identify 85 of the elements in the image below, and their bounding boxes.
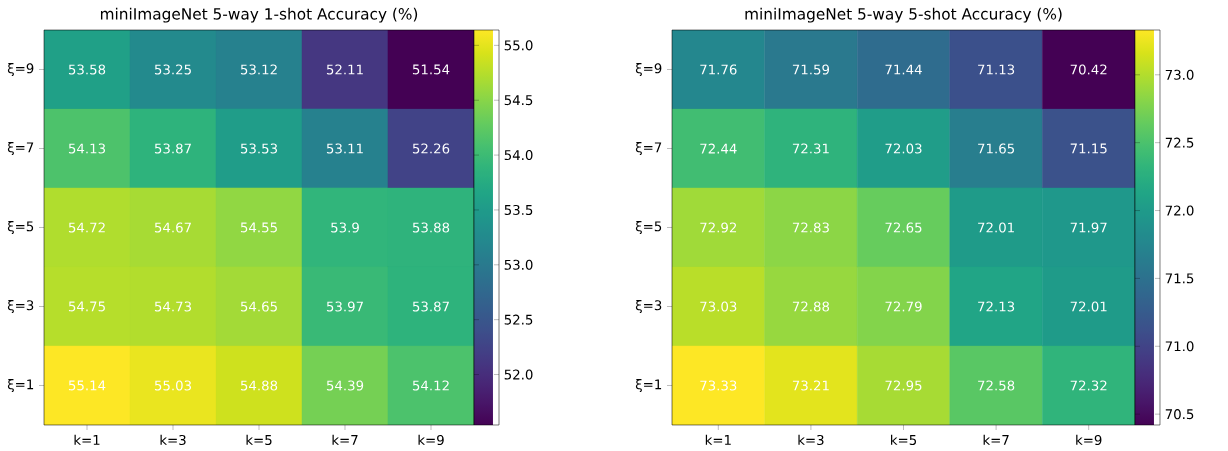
x-tick-label: k=5 <box>246 434 272 446</box>
data-label: 72.95 <box>885 380 922 391</box>
data-label: 53.53 <box>240 143 278 154</box>
data-label: 72.65 <box>885 222 922 233</box>
data-label: 53.9 <box>331 222 359 233</box>
data-label: 71.65 <box>978 143 1015 154</box>
color-bar-label: 52.0 <box>504 369 533 380</box>
y-tick-label: ξ=9 <box>7 63 34 76</box>
color-bar-label: 54.5 <box>504 95 533 106</box>
data-label: 54.12 <box>412 380 449 391</box>
y-tick-label: ξ=5 <box>7 221 34 234</box>
x-tick-label: k=7 <box>983 434 1009 445</box>
x-tick-label: k=7 <box>332 434 358 445</box>
color-bar-label: 72.5 <box>1165 137 1194 148</box>
color-bar-label: 54.0 <box>504 150 533 161</box>
x-tick-label: k=5 <box>891 434 917 446</box>
data-label: 72.31 <box>792 143 829 154</box>
data-label: 72.03 <box>885 143 922 154</box>
data-label: 70.42 <box>1070 64 1107 75</box>
data-label: 71.76 <box>700 64 737 75</box>
color-bar-label: 72.0 <box>1165 205 1194 216</box>
color-bar-label: 52.5 <box>504 314 533 325</box>
data-label: 54.65 <box>240 301 277 312</box>
y-tick-label: ξ=3 <box>7 300 34 313</box>
data-label: 72.32 <box>1070 380 1107 391</box>
data-label: 71.44 <box>885 64 922 75</box>
x-tick-label: k=9 <box>418 434 444 446</box>
data-label: 54.72 <box>68 222 105 233</box>
data-label: 51.54 <box>412 64 450 75</box>
data-label: 71.97 <box>1070 222 1107 233</box>
data-label: 53.87 <box>154 143 191 154</box>
x-tick-label: k=1 <box>705 434 731 445</box>
y-tick-label: ξ=3 <box>635 300 662 313</box>
y-tick-label: ξ=7 <box>635 142 662 155</box>
y-tick-label: ξ=9 <box>635 63 662 76</box>
data-label: 53.58 <box>68 64 106 75</box>
data-label: 53.11 <box>326 143 363 154</box>
x-tick-label: k=3 <box>160 434 186 446</box>
data-label: 72.01 <box>1070 301 1107 312</box>
chart-title: miniImageNet 5-way 1-shot Accuracy (%) <box>100 7 418 23</box>
color-bar-label: 71.0 <box>1165 341 1194 352</box>
data-label: 72.88 <box>792 301 830 312</box>
color-bar-label: 73.0 <box>1165 69 1194 80</box>
data-label: 52.26 <box>412 143 450 154</box>
data-label: 52.11 <box>326 64 363 75</box>
data-label: 54.73 <box>154 301 192 312</box>
data-label: 53.97 <box>326 301 363 312</box>
y-tick-label: ξ=7 <box>7 142 34 155</box>
x-tick-label: k=3 <box>798 434 824 446</box>
data-label: 53.12 <box>240 64 277 75</box>
data-label: 72.44 <box>700 143 737 154</box>
y-tick-label: ξ=5 <box>635 221 662 234</box>
data-label: 72.92 <box>700 222 737 233</box>
chart-title: miniImageNet 5-way 5-shot Accuracy (%) <box>745 7 1062 23</box>
data-label: 54.67 <box>154 222 191 233</box>
x-tick-label: k=1 <box>74 434 100 445</box>
data-label: 73.33 <box>700 380 737 391</box>
data-label: 71.15 <box>1070 143 1107 154</box>
color-bar-label: 53.0 <box>504 259 533 270</box>
data-label: 54.75 <box>68 301 105 312</box>
color-bar-label: 55.0 <box>504 40 533 51</box>
y-tick-label: ξ=1 <box>635 379 662 392</box>
color-bar-label: 53.5 <box>504 204 533 215</box>
data-label: 72.01 <box>978 222 1014 233</box>
color-bar-label: 70.5 <box>1165 409 1194 420</box>
data-label: 55.14 <box>68 380 106 391</box>
data-label: 54.88 <box>240 380 278 391</box>
data-label: 72.79 <box>885 301 922 312</box>
y-tick-label: ξ=1 <box>7 379 34 392</box>
data-label: 72.58 <box>978 380 1015 391</box>
data-label: 73.03 <box>700 301 737 312</box>
data-label: 72.13 <box>978 301 1015 312</box>
data-label: 53.25 <box>154 64 191 75</box>
data-label: 72.83 <box>792 222 829 233</box>
data-label: 53.87 <box>412 301 449 312</box>
data-label: 55.03 <box>154 380 192 391</box>
data-label: 53.88 <box>412 222 450 233</box>
x-tick-label: k=9 <box>1076 434 1102 446</box>
data-label: 71.13 <box>978 64 1015 75</box>
data-label: 71.59 <box>792 64 830 75</box>
data-label: 54.39 <box>326 380 364 391</box>
color-bar-label: 71.5 <box>1165 273 1194 284</box>
data-label: 54.55 <box>240 222 277 233</box>
data-label: 73.21 <box>792 380 829 391</box>
data-label: 54.13 <box>68 143 106 154</box>
